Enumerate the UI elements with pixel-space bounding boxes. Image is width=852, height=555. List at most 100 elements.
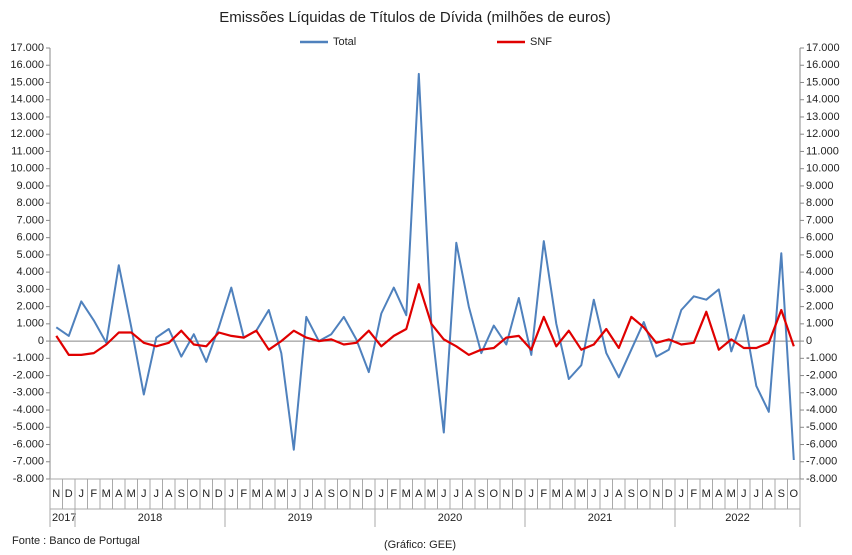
x-tick-label: M xyxy=(402,488,411,500)
x-tick-label: M xyxy=(427,488,436,500)
y2-tick-label: -5.000 xyxy=(806,421,837,433)
y-tick-label: 13.000 xyxy=(10,111,44,123)
x-tick-label: J xyxy=(441,488,447,500)
y-tick-label: 5.000 xyxy=(16,249,44,261)
x-tick-label: J xyxy=(679,488,685,500)
x-tick-label: M xyxy=(552,488,561,500)
x-tick-label: A xyxy=(565,488,573,500)
x-tick-label: D xyxy=(665,488,673,500)
y-tick-label: 12.000 xyxy=(10,128,44,140)
x-tick-label: A xyxy=(115,488,123,500)
y-tick-label: -1.000 xyxy=(13,352,44,364)
x-tick-label: F xyxy=(90,488,97,500)
x-tick-label: M xyxy=(727,488,736,500)
y-tick-label: 14.000 xyxy=(10,94,44,106)
x-tick-label: A xyxy=(315,488,323,500)
y-tick-label: -7.000 xyxy=(13,456,44,468)
x-tick-label: J xyxy=(591,488,597,500)
y-tick-label: 8.000 xyxy=(16,197,44,209)
y2-tick-label: 10.000 xyxy=(806,163,840,175)
legend-label: Total xyxy=(333,36,356,48)
y2-tick-label: 16.000 xyxy=(806,59,840,71)
x-tick-label: J xyxy=(754,488,760,500)
x-tick-label: S xyxy=(328,488,335,500)
y2-tick-label: -2.000 xyxy=(806,369,837,381)
y2-tick-label: 5.000 xyxy=(806,249,834,261)
chart-title: Emissões Líquidas de Títulos de Dívida (… xyxy=(219,9,611,26)
y-tick-label: -6.000 xyxy=(13,438,44,450)
y2-tick-label: -7.000 xyxy=(806,456,837,468)
y-tick-label: 1.000 xyxy=(16,318,44,330)
y2-tick-label: 2.000 xyxy=(806,301,834,313)
x-tick-label: F xyxy=(690,488,697,500)
series-line xyxy=(55,283,795,356)
y2-tick-label: 1.000 xyxy=(806,318,834,330)
x-tick-label: O xyxy=(489,488,498,500)
x-tick-label: J xyxy=(304,488,310,500)
x-tick-label: J xyxy=(229,488,235,500)
x-tick-label: A xyxy=(265,488,273,500)
x-tick-label: M xyxy=(102,488,111,500)
y-tick-label: 6.000 xyxy=(16,232,44,244)
x-tick-label: A xyxy=(465,488,473,500)
year-label: 2017 xyxy=(52,512,76,524)
x-tick-label: S xyxy=(178,488,185,500)
x-tick-label: F xyxy=(240,488,247,500)
x-tick-label: O xyxy=(789,488,798,500)
x-tick-label: N xyxy=(652,488,660,500)
year-label: 2018 xyxy=(138,512,162,524)
y2-tick-label: 15.000 xyxy=(806,76,840,88)
y-tick-label: -2.000 xyxy=(13,369,44,381)
y2-tick-label: 13.000 xyxy=(806,111,840,123)
x-tick-label: A xyxy=(615,488,623,500)
y2-tick-label: 17.000 xyxy=(806,42,840,54)
y2-tick-label: 3.000 xyxy=(806,283,834,295)
x-tick-label: J xyxy=(79,488,85,500)
x-tick-label: S xyxy=(478,488,485,500)
y2-tick-label: 9.000 xyxy=(806,180,834,192)
x-tick-label: O xyxy=(639,488,648,500)
y-tick-label: 0 xyxy=(38,335,44,347)
x-tick-label: A xyxy=(165,488,173,500)
x-tick-label: J xyxy=(454,488,460,500)
y-tick-label: 2.000 xyxy=(16,301,44,313)
x-tick-label: N xyxy=(52,488,60,500)
x-tick-label: M xyxy=(252,488,261,500)
x-tick-label: J xyxy=(291,488,297,500)
x-tick-label: M xyxy=(577,488,586,500)
y2-tick-label: 4.000 xyxy=(806,266,834,278)
series-line xyxy=(55,72,795,461)
x-tick-label: F xyxy=(540,488,547,500)
y-tick-label: 3.000 xyxy=(16,283,44,295)
y2-tick-label: 8.000 xyxy=(806,197,834,209)
x-tick-label: J xyxy=(379,488,385,500)
x-tick-label: J xyxy=(154,488,160,500)
x-tick-label: O xyxy=(339,488,348,500)
x-tick-label: N xyxy=(502,488,510,500)
year-label: 2019 xyxy=(288,512,312,524)
y-tick-label: 9.000 xyxy=(16,180,44,192)
y-tick-label: -8.000 xyxy=(13,473,44,485)
x-tick-label: N xyxy=(202,488,210,500)
year-label: 2022 xyxy=(725,512,749,524)
y-tick-label: 7.000 xyxy=(16,214,44,226)
y-tick-label: -3.000 xyxy=(13,387,44,399)
x-tick-label: S xyxy=(778,488,785,500)
y-tick-label: -4.000 xyxy=(13,404,44,416)
x-tick-label: A xyxy=(415,488,423,500)
x-tick-label: M xyxy=(702,488,711,500)
y2-tick-label: 11.000 xyxy=(806,145,839,157)
year-label: 2020 xyxy=(438,512,462,524)
x-tick-label: N xyxy=(352,488,360,500)
credit: (Gráfico: GEE) xyxy=(384,539,456,551)
x-tick-label: D xyxy=(365,488,373,500)
x-tick-label: M xyxy=(127,488,136,500)
y2-tick-label: -8.000 xyxy=(806,473,837,485)
y-tick-label: -5.000 xyxy=(13,421,44,433)
x-tick-label: A xyxy=(765,488,773,500)
x-tick-label: J xyxy=(141,488,147,500)
x-tick-label: D xyxy=(65,488,73,500)
y2-tick-label: 0 xyxy=(806,335,812,347)
year-label: 2021 xyxy=(588,512,612,524)
